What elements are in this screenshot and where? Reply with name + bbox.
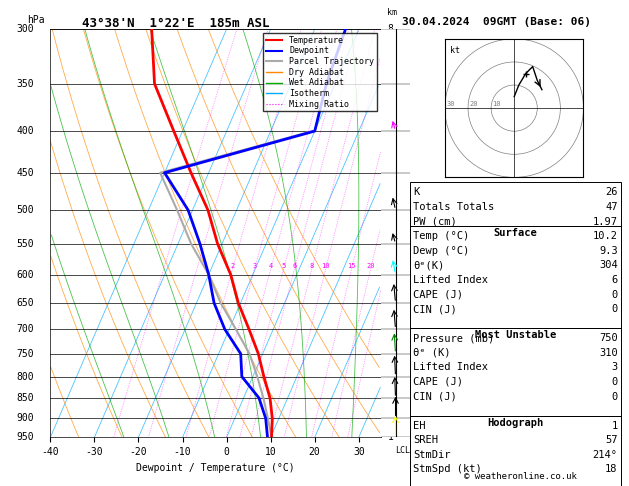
Text: kt: kt	[450, 46, 460, 55]
Text: Temp (°C): Temp (°C)	[413, 231, 469, 241]
Text: 310: 310	[599, 348, 618, 358]
Text: 850: 850	[16, 393, 34, 403]
Text: Dewp (°C): Dewp (°C)	[413, 246, 469, 256]
Text: 18: 18	[605, 465, 618, 474]
Text: 750: 750	[599, 333, 618, 343]
Text: 0: 0	[611, 304, 618, 314]
Text: StmDir: StmDir	[413, 450, 451, 460]
Text: θᵉ(K): θᵉ(K)	[413, 260, 445, 270]
Text: 15: 15	[347, 263, 356, 269]
Text: 700: 700	[16, 324, 34, 334]
Text: 20: 20	[367, 263, 375, 269]
Text: 3: 3	[387, 371, 393, 382]
Text: 4: 4	[387, 324, 393, 334]
Text: Pressure (mb): Pressure (mb)	[413, 333, 494, 343]
Text: 30.04.2024  09GMT (Base: 06): 30.04.2024 09GMT (Base: 06)	[403, 17, 591, 27]
Text: 10: 10	[493, 101, 501, 107]
Text: 500: 500	[16, 205, 34, 215]
Text: 26: 26	[605, 188, 618, 197]
Text: CIN (J): CIN (J)	[413, 304, 457, 314]
Text: CIN (J): CIN (J)	[413, 392, 457, 401]
Text: StmSpd (kt): StmSpd (kt)	[413, 465, 482, 474]
Text: 650: 650	[16, 298, 34, 308]
Legend: Temperature, Dewpoint, Parcel Trajectory, Dry Adiabat, Wet Adiabat, Isotherm, Mi: Temperature, Dewpoint, Parcel Trajectory…	[264, 34, 377, 111]
Text: 400: 400	[16, 126, 34, 136]
Text: Hodograph: Hodograph	[487, 418, 543, 428]
Text: Totals Totals: Totals Totals	[413, 202, 494, 212]
Text: 8: 8	[387, 24, 393, 34]
Text: hPa: hPa	[27, 15, 45, 25]
Text: 5: 5	[387, 270, 393, 279]
Text: 350: 350	[16, 79, 34, 89]
Text: 30: 30	[446, 101, 455, 107]
Text: 57: 57	[605, 435, 618, 445]
Text: 6: 6	[292, 263, 297, 269]
Text: Lifted Index: Lifted Index	[413, 275, 488, 285]
X-axis label: Dewpoint / Temperature (°C): Dewpoint / Temperature (°C)	[136, 463, 295, 473]
Text: 600: 600	[16, 270, 34, 279]
Text: 0: 0	[611, 290, 618, 299]
Text: 6: 6	[387, 205, 393, 215]
Text: 4: 4	[269, 263, 273, 269]
Text: CAPE (J): CAPE (J)	[413, 377, 463, 387]
Text: 7: 7	[387, 126, 393, 136]
Text: km: km	[387, 8, 398, 17]
Text: ASL: ASL	[387, 33, 403, 42]
Text: 43°38'N  1°22'E  185m ASL: 43°38'N 1°22'E 185m ASL	[82, 17, 270, 30]
Text: PW (cm): PW (cm)	[413, 217, 457, 226]
Text: 47: 47	[605, 202, 618, 212]
Text: LCL: LCL	[396, 446, 410, 454]
Text: 5: 5	[282, 263, 286, 269]
Text: 214°: 214°	[593, 450, 618, 460]
Text: 450: 450	[16, 168, 34, 178]
Text: 750: 750	[16, 348, 34, 359]
Text: 900: 900	[16, 413, 34, 423]
Text: 1: 1	[611, 421, 618, 431]
Text: 9.3: 9.3	[599, 246, 618, 256]
Text: Surface: Surface	[494, 228, 537, 238]
Text: 3: 3	[252, 263, 257, 269]
Text: 1: 1	[387, 433, 393, 442]
Text: 0: 0	[611, 392, 618, 401]
Text: EH: EH	[413, 421, 426, 431]
Text: 3: 3	[611, 363, 618, 372]
Text: 6: 6	[611, 275, 618, 285]
Text: 950: 950	[16, 433, 34, 442]
Text: 20: 20	[469, 101, 477, 107]
Text: © weatheronline.co.uk: © weatheronline.co.uk	[464, 472, 577, 481]
Text: K: K	[413, 188, 420, 197]
Text: 550: 550	[16, 239, 34, 249]
Text: Mixing Ratio (g/kg): Mixing Ratio (g/kg)	[414, 186, 423, 281]
Text: θᵉ (K): θᵉ (K)	[413, 348, 451, 358]
Text: 2: 2	[387, 393, 393, 403]
Text: 300: 300	[16, 24, 34, 34]
Text: Lifted Index: Lifted Index	[413, 363, 488, 372]
Text: 304: 304	[599, 260, 618, 270]
Text: 800: 800	[16, 371, 34, 382]
Text: 10: 10	[321, 263, 330, 269]
Text: 0: 0	[611, 377, 618, 387]
Text: SREH: SREH	[413, 435, 438, 445]
Text: CAPE (J): CAPE (J)	[413, 290, 463, 299]
Text: 1.97: 1.97	[593, 217, 618, 226]
Text: 2: 2	[230, 263, 235, 269]
Text: 10.2: 10.2	[593, 231, 618, 241]
Text: Most Unstable: Most Unstable	[475, 330, 556, 340]
Text: 8: 8	[309, 263, 314, 269]
